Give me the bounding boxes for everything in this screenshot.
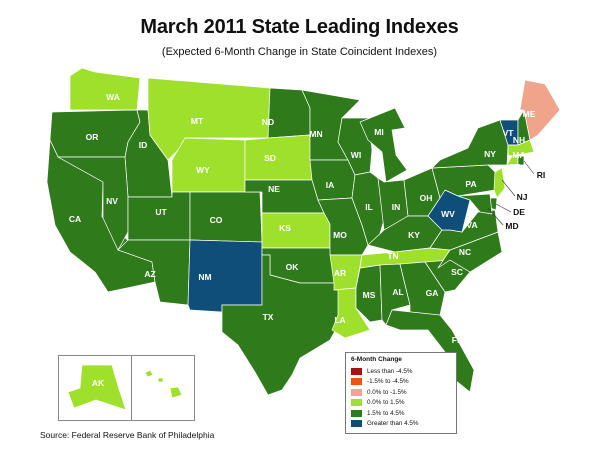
state-label-va: VA bbox=[466, 220, 477, 230]
legend-item: Greater than 4.5% bbox=[351, 419, 451, 430]
state-wa bbox=[69, 67, 141, 111]
legend-swatch bbox=[351, 367, 362, 375]
state-label-ak: AK bbox=[92, 378, 105, 388]
legend-item: 1.5% to 4.5% bbox=[351, 408, 451, 419]
legend-swatch bbox=[351, 399, 362, 407]
state-nv bbox=[57, 156, 129, 251]
state-co bbox=[189, 191, 263, 243]
legend-title: 6-Month Change bbox=[351, 356, 402, 363]
state-label-nv: NV bbox=[106, 196, 118, 206]
state-label-sd: SD bbox=[264, 153, 276, 163]
state-label-nh: NH bbox=[513, 135, 525, 145]
state-md bbox=[457, 193, 493, 215]
legend-label: Less than -4.5% bbox=[367, 367, 413, 375]
state-label-ct: CT bbox=[508, 162, 520, 172]
legend-swatch bbox=[351, 409, 362, 417]
state-pa bbox=[431, 164, 496, 199]
state-label-ma: MA bbox=[512, 150, 525, 160]
state-mi bbox=[359, 107, 408, 183]
state-label-in: IN bbox=[392, 202, 401, 212]
state-label-ca: CA bbox=[69, 214, 81, 224]
state-nd bbox=[267, 87, 311, 139]
state-label-wa: WA bbox=[106, 92, 120, 102]
state-label-ri: RI bbox=[537, 170, 546, 180]
legend-label: Greater than 4.5% bbox=[367, 420, 419, 428]
source-note: Source: Federal Reserve Bank of Philadel… bbox=[40, 430, 215, 440]
state-nj bbox=[493, 167, 506, 199]
leader-line-de bbox=[495, 203, 512, 213]
state-label-mt: MT bbox=[191, 116, 204, 126]
state-label-ia: IA bbox=[326, 180, 335, 190]
legend-label: 0.0% to -1.5% bbox=[367, 388, 407, 396]
state-ri bbox=[517, 155, 525, 166]
legend-swatch bbox=[351, 388, 362, 396]
state-label-co: CO bbox=[210, 215, 223, 225]
state-label-mn: MN bbox=[309, 129, 322, 139]
state-sd bbox=[244, 134, 313, 181]
leader-line-nj bbox=[501, 179, 516, 197]
legend-swatch bbox=[351, 378, 362, 386]
state-ks bbox=[261, 212, 331, 249]
state-label-wy: WY bbox=[196, 165, 210, 175]
state-label-al: AL bbox=[392, 287, 403, 297]
state-label-mi: MI bbox=[374, 127, 383, 137]
state-ny bbox=[431, 119, 509, 169]
legend-item: 0.0% to 1.5% bbox=[351, 398, 451, 409]
state-label-nd: ND bbox=[262, 117, 274, 127]
state-label-nm: NM bbox=[198, 272, 211, 282]
state-label-ut: UT bbox=[155, 207, 167, 217]
state-label-wv: WV bbox=[441, 209, 455, 219]
legend-item: Less than -4.5% bbox=[351, 366, 451, 377]
legend-label: -1.5% to -4.5% bbox=[367, 378, 409, 386]
state-label-ms: MS bbox=[363, 290, 376, 300]
state-label-nj: NJ bbox=[517, 192, 528, 202]
legend-label: 1.5% to 4.5% bbox=[367, 409, 405, 417]
state-label-de: DE bbox=[513, 207, 525, 217]
legend: 6-Month Change Less than -4.5% -1.5% to … bbox=[345, 352, 457, 434]
state-label-vt: VT bbox=[503, 128, 515, 138]
state-hi bbox=[144, 369, 183, 399]
state-label-tn: TN bbox=[387, 251, 398, 261]
state-label-ky: KY bbox=[408, 230, 420, 240]
state-me bbox=[519, 79, 561, 141]
state-label-ar: AR bbox=[334, 268, 346, 278]
leader-line-md bbox=[487, 207, 504, 226]
leader-lines bbox=[487, 160, 535, 226]
legend-swatch bbox=[351, 420, 362, 428]
legend-item: -1.5% to -4.5% bbox=[351, 377, 451, 388]
state-label-il: IL bbox=[365, 202, 373, 212]
state-label-ok: OK bbox=[286, 262, 300, 272]
state-label-oh: OH bbox=[420, 193, 433, 203]
state-label-fl: FL bbox=[452, 335, 462, 345]
state-label-hi: HI bbox=[156, 391, 165, 401]
state-label-nc: NC bbox=[459, 247, 471, 257]
page-subtitle: (Expected 6-Month Change in State Coinci… bbox=[161, 46, 438, 58]
state-ak bbox=[67, 364, 127, 411]
state-az bbox=[117, 239, 191, 306]
state-label-ny: NY bbox=[484, 149, 496, 159]
state-ma bbox=[507, 139, 535, 157]
state-label-tx: TX bbox=[263, 312, 274, 322]
inset-frame bbox=[58, 355, 195, 421]
state-label-mo: MO bbox=[333, 230, 347, 240]
inset-divider bbox=[131, 355, 132, 421]
state-label-me: ME bbox=[523, 109, 536, 119]
state-label-or: OR bbox=[86, 132, 99, 142]
state-label-id: ID bbox=[139, 140, 148, 150]
legend-label: 0.0% to 1.5% bbox=[367, 399, 405, 407]
state-label-ne: NE bbox=[268, 184, 280, 194]
state-label-la: LA bbox=[334, 315, 345, 325]
page-title: March 2011 State Leading Indexes bbox=[140, 16, 459, 38]
state-label-az: AZ bbox=[144, 269, 155, 279]
state-label-ga: GA bbox=[426, 288, 439, 298]
state-label-pa: PA bbox=[465, 179, 476, 189]
state-label-md: MD bbox=[505, 221, 518, 231]
state-label-sc: SC bbox=[451, 267, 463, 277]
legend-item: 0.0% to -1.5% bbox=[351, 387, 451, 398]
leader-line-ri bbox=[523, 160, 535, 175]
labels-layer: WA OR CA ID NV MT WY UT AZ CO NM ND SD NE KS OK TX MN IA MO… bbox=[69, 92, 545, 401]
state-label-ks: KS bbox=[279, 223, 291, 233]
state-label-wi: WI bbox=[351, 150, 361, 160]
